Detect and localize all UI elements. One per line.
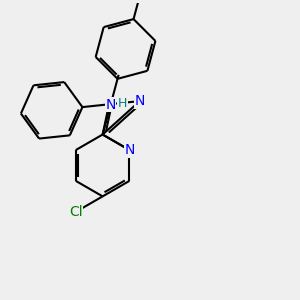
Text: N: N — [124, 143, 135, 157]
Text: Cl: Cl — [69, 205, 83, 219]
Text: H: H — [118, 97, 127, 110]
Text: N: N — [105, 98, 116, 112]
Text: N: N — [135, 94, 145, 108]
